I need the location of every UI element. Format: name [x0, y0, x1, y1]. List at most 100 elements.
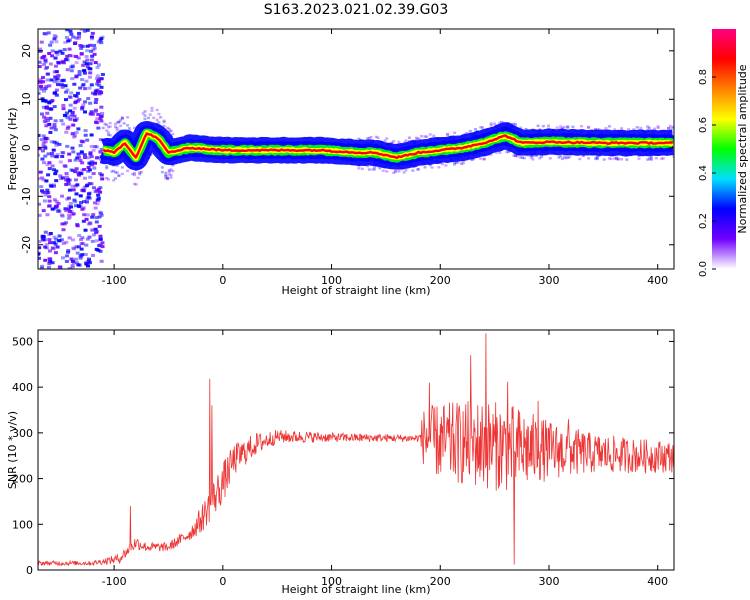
- spectrogram-cell: [609, 157, 613, 161]
- spectrogram-cell: [96, 40, 101, 44]
- spectrogram-cell: [632, 128, 636, 131]
- spectrogram-cell: [77, 234, 82, 238]
- spectrogram-cell: [90, 31, 95, 35]
- spectrogram-cell: [39, 40, 44, 44]
- spectrogram-cell: [99, 259, 104, 263]
- spectrogram-cell: [139, 170, 143, 174]
- spectrogram-cell: [367, 136, 371, 140]
- spectrogram-cell: [45, 111, 50, 115]
- spectrogram-cell: [67, 213, 72, 217]
- spectrogram-cell: [133, 126, 137, 130]
- spectrogram-cell: [59, 238, 64, 242]
- spectrogram-cell: [75, 224, 80, 228]
- spectrogram-cell: [93, 110, 98, 114]
- spectrogram-cell: [360, 167, 364, 171]
- spectrogram-cell: [383, 139, 387, 142]
- spectrogram-cell: [91, 213, 96, 217]
- spectrogram-cell: [90, 239, 95, 243]
- snr-y-tick-label: 200: [12, 473, 33, 486]
- spectrogram-cell: [420, 134, 424, 138]
- spectrogram-cell: [117, 174, 121, 177]
- spectrogram-cell: [113, 171, 117, 174]
- spectrogram-cell: [86, 192, 91, 196]
- spectrogram-cell: [171, 164, 175, 167]
- spectrogram-cell: [613, 128, 617, 131]
- spectrogram-cell: [60, 194, 65, 198]
- spectrogram-cell: [67, 267, 72, 269]
- spectrogram-cell: [92, 46, 97, 50]
- spectrogram-cell: [393, 170, 397, 173]
- spectrogram-cell: [85, 197, 90, 201]
- spectrogram-cell: [656, 125, 660, 128]
- spectrogram-cell: [45, 78, 50, 82]
- spectrogram-cell: [42, 238, 47, 242]
- spectrogram-cell: [44, 246, 49, 250]
- spectrogram-cell: [95, 82, 100, 86]
- spectrogram-cell: [77, 173, 82, 177]
- spectrogram-cell: [38, 87, 43, 91]
- spectrogram-cell: [557, 156, 561, 159]
- spectrogram-cell: [52, 183, 57, 187]
- spectrogram-cell: [83, 87, 88, 91]
- spectrogram-cell: [150, 109, 154, 112]
- spectrogram-cell: [77, 245, 82, 249]
- spectrogram-cell: [614, 156, 618, 159]
- spectrogram-cell: [69, 205, 74, 209]
- spectrogram-cell: [82, 186, 87, 190]
- spectrogram-cell: [93, 120, 98, 124]
- spectrogram-cell: [57, 210, 62, 214]
- spectrogram-cell: [75, 251, 80, 255]
- spectrogram-cell: [169, 174, 173, 177]
- spectrogram-cell: [133, 182, 137, 186]
- spectrogram-cell: [82, 176, 87, 180]
- spectrogram-cell: [54, 237, 59, 241]
- spectrogram-cell: [41, 105, 46, 109]
- spectrogram-cell: [63, 207, 68, 211]
- spectrogram-cell: [76, 36, 81, 40]
- spectrogram-cell: [470, 158, 474, 162]
- spectrogram-cell: [56, 74, 61, 78]
- spectrogram-cell: [40, 157, 45, 161]
- spectrogram-cell: [656, 126, 660, 130]
- spectrogram-cell: [493, 122, 497, 125]
- spectrogram-cell: [41, 80, 46, 84]
- spectrogram-cell: [65, 29, 70, 32]
- spectrogram-frame: [37, 28, 675, 270]
- spectrogram-cell: [428, 133, 432, 136]
- spectrogram-cell: [357, 137, 361, 140]
- spectrogram-cell: [60, 222, 65, 226]
- spectrogram-cell: [77, 205, 82, 209]
- spectrogram-cell: [646, 158, 650, 161]
- spectrogram-cell: [47, 167, 52, 171]
- spectrogram-cell: [38, 202, 42, 206]
- spectrogram-cell: [647, 157, 651, 160]
- spectrogram-cell: [85, 138, 90, 142]
- spectrogram-cell: [79, 151, 84, 155]
- spectrogram-cell: [162, 119, 166, 122]
- spectrogram-cell: [167, 169, 171, 172]
- spectrogram-cell: [94, 156, 99, 160]
- spectrogram-cell: [46, 152, 51, 156]
- spectrogram-cell: [83, 133, 88, 137]
- spectrogram-cell: [80, 242, 85, 246]
- spectrogram-cell: [93, 92, 98, 96]
- spectrogram-cell: [87, 261, 92, 265]
- spectrogram-cell: [93, 101, 98, 105]
- spectrogram-cell: [43, 99, 48, 103]
- spectrogram-cell: [430, 166, 434, 169]
- spectrogram-cell: [52, 140, 57, 144]
- spectrogram-cell: [68, 117, 73, 121]
- spectrogram-cell: [73, 170, 78, 174]
- snr-x-tick-label: 100: [321, 575, 342, 588]
- spectrogram-cell: [97, 215, 102, 219]
- spectrogram-cell: [38, 84, 43, 88]
- spectrogram-x-tick-label: 0: [219, 274, 226, 287]
- spectrogram-cell: [95, 156, 100, 160]
- spectrogram-cell: [60, 154, 65, 158]
- spectrogram-cell: [369, 135, 373, 139]
- spectrogram-cell: [68, 114, 73, 118]
- spectrogram-cell: [47, 84, 52, 88]
- spectrogram-cell: [98, 138, 103, 142]
- spectrogram-cell: [88, 71, 93, 75]
- spectrogram-cell: [38, 246, 42, 250]
